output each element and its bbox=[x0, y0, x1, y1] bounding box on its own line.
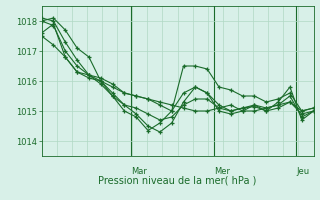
Text: Mar: Mar bbox=[132, 167, 147, 176]
Text: Mer: Mer bbox=[214, 167, 230, 176]
X-axis label: Pression niveau de la mer( hPa ): Pression niveau de la mer( hPa ) bbox=[99, 175, 257, 185]
Text: Jeu: Jeu bbox=[296, 167, 309, 176]
